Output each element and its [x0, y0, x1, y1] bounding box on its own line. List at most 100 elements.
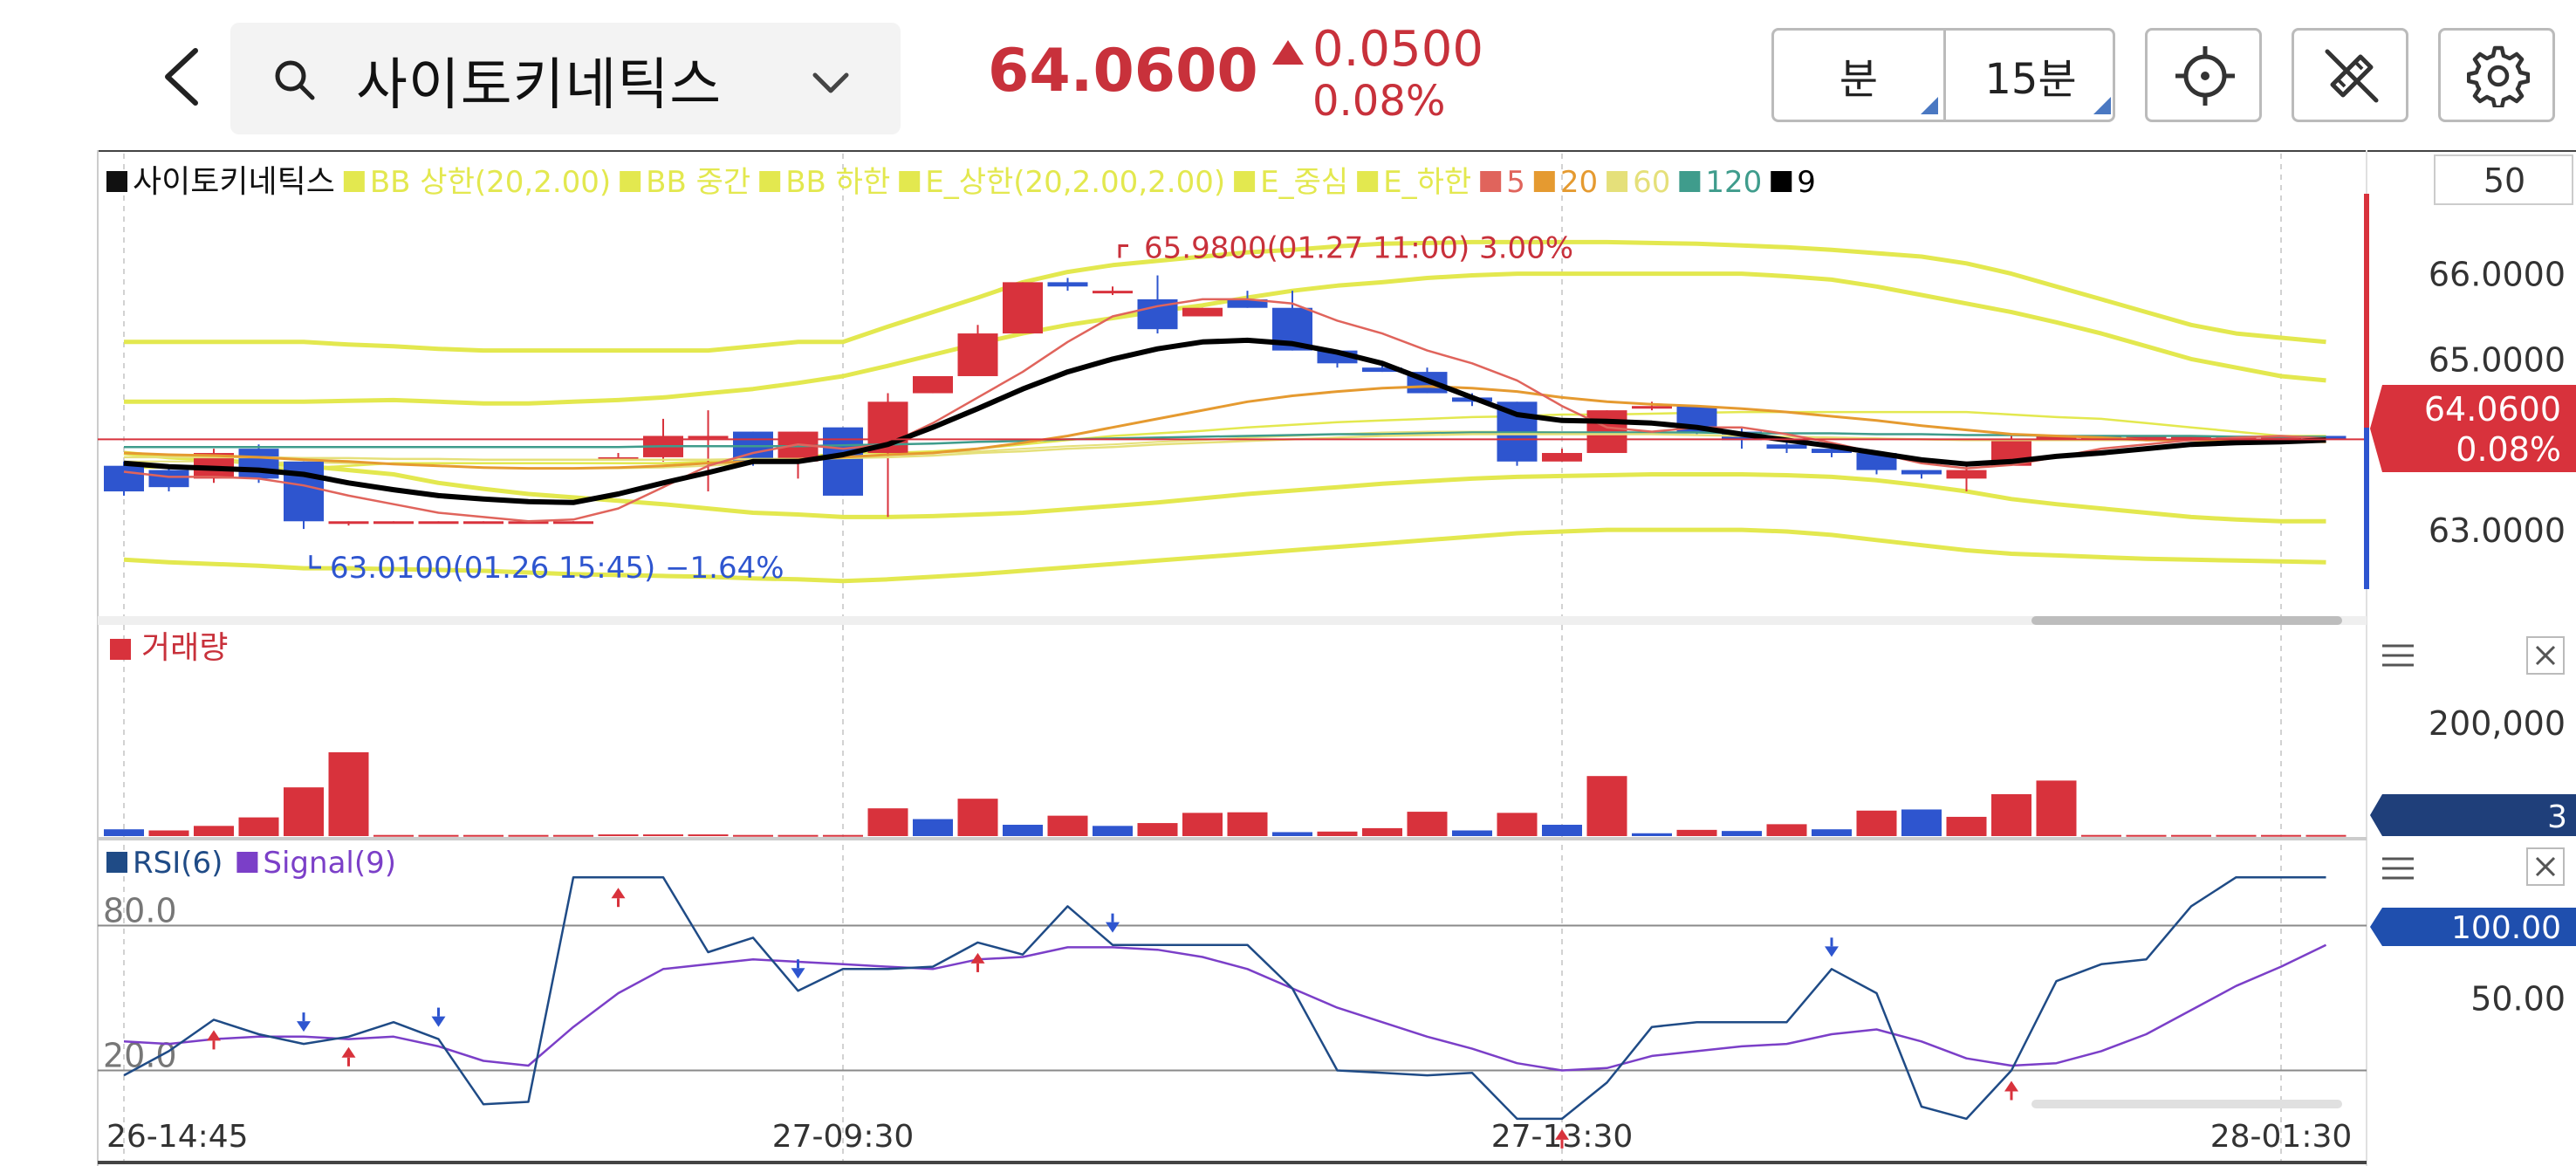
- volume-bar: [2126, 834, 2167, 837]
- legend-swatch: [1771, 171, 1792, 192]
- price-legend-items: 사이토키네틱스 BB 상한(20,2.00) BB 중간 BB 하한 E_상한(20,2…: [106, 164, 1816, 200]
- rsi-reference-label: 80.0: [103, 892, 177, 930]
- high-annotation: 65.9800(01.27 11:00) 3.00%: [1144, 231, 1573, 266]
- signal-line: [123, 943, 2327, 1072]
- volume-bar: [284, 787, 324, 836]
- bar-count-input[interactable]: [2434, 154, 2573, 205]
- volume-bar: [2036, 780, 2077, 836]
- volume-panel-menu[interactable]: [2382, 644, 2414, 667]
- candle-body: [1856, 453, 1897, 470]
- candle-body: [2126, 436, 2167, 439]
- candle-body: [328, 521, 369, 525]
- bar-count-value: 50: [2484, 161, 2525, 200]
- volume-bar: [1407, 812, 1448, 836]
- volume-panel-close[interactable]: [2526, 636, 2565, 675]
- volume-bar: [2261, 834, 2301, 837]
- candle-body: [148, 470, 189, 488]
- interval-unit-button[interactable]: 분: [1839, 55, 1879, 104]
- volume-bar: [418, 834, 459, 837]
- rsi-legend-swatch: [106, 852, 127, 873]
- rsi-line: [123, 875, 2326, 1121]
- volume-y-ticks: 200,000: [2429, 704, 2566, 743]
- rsi-signal-arrows: [207, 888, 2018, 1149]
- legend-swatch: [620, 171, 641, 192]
- volume-bar: [1497, 813, 1538, 836]
- legend-label: E_중심: [1260, 165, 1348, 200]
- volume-bar: [1182, 813, 1223, 836]
- buy-arrow-icon: [970, 952, 985, 964]
- high-marker-icon: [1118, 244, 1128, 258]
- x-axis-tick: 27-13:30: [1491, 1119, 1634, 1155]
- ma5-line: [123, 298, 2326, 523]
- stock-name: 사이토키네틱스: [356, 53, 723, 118]
- back-button[interactable]: [157, 45, 209, 108]
- volume-bar: [598, 834, 639, 837]
- candle-body: [823, 427, 863, 496]
- candle-body: [238, 449, 279, 479]
- interval-button[interactable]: 15분: [1984, 55, 2077, 104]
- rsi-panel-menu[interactable]: [2382, 857, 2414, 880]
- volume-bar: [2305, 834, 2346, 837]
- panel-divider[interactable]: [98, 616, 2367, 625]
- candle-body: [1542, 453, 1582, 462]
- candle-body: [1003, 282, 1043, 334]
- low-annotation: 63.0100(01.26 15:45) −1.64%: [330, 551, 784, 586]
- volume-bar: [688, 834, 729, 837]
- high-low-annotations: 65.9800(01.27 11:00) 3.00% 63.0100(01.26 …: [309, 231, 1573, 586]
- volume-bar: [1093, 826, 1133, 836]
- volume-bar: [1227, 812, 1268, 836]
- volume-bar: [1856, 810, 1897, 836]
- legend-label: E_상한(20,2.00,2.00): [925, 165, 1225, 200]
- volume-bar: [913, 819, 953, 836]
- rsi-lines: [123, 875, 2327, 1121]
- settings-button[interactable]: [2438, 28, 2555, 122]
- legend-label: 5: [1506, 165, 1525, 200]
- legend-label: BB 하한: [785, 165, 890, 200]
- rsi-y-tick: 50.00: [2470, 980, 2566, 1019]
- legend-label: 사이토키네틱스: [133, 164, 335, 200]
- candle-body: [1047, 282, 1088, 287]
- dropdown-corner-icon: [1921, 97, 1938, 114]
- volume-bar: [2171, 834, 2211, 837]
- legend-label: 60: [1633, 165, 1670, 200]
- close-icon: [2535, 856, 2556, 877]
- volume-bar: [1946, 816, 1987, 836]
- crosshair-button[interactable]: [2145, 28, 2262, 122]
- rsi-panel-close[interactable]: [2526, 847, 2565, 886]
- price-scrollbar-thumb[interactable]: [2031, 616, 2342, 625]
- volume-bar: [643, 834, 683, 837]
- candle-body: [1901, 470, 1942, 475]
- up-triangle-icon: [1272, 40, 1304, 65]
- buy-arrow-icon: [611, 888, 626, 899]
- rsi-scrollbar-thumb[interactable]: [2031, 1100, 2342, 1108]
- sell-arrow-icon: [1825, 946, 1839, 957]
- volume-bar: [1003, 825, 1043, 836]
- rsi-legend-swatch: [236, 852, 258, 873]
- volume-bar: [238, 817, 279, 836]
- volume-bar: [1047, 815, 1088, 836]
- volume-bar: [1901, 809, 1942, 836]
- candle-body: [1093, 291, 1133, 294]
- legend-label: 120: [1705, 165, 1762, 200]
- crosshair-icon: [2175, 46, 2235, 106]
- candle-body: [598, 456, 639, 460]
- price-y-ticks: 66.0000 65.0000 63.0000: [2429, 256, 2566, 550]
- chevron-down-icon[interactable]: [810, 65, 852, 99]
- volume-bar: [1586, 776, 1627, 836]
- chart-canvas[interactable]: 사이토키네틱스 BB 상한(20,2.00) BB 중간 BB 하한 E_상한(20,2…: [0, 150, 2576, 1166]
- legend-swatch: [1533, 171, 1555, 192]
- drawing-tools-button[interactable]: [2292, 28, 2408, 122]
- price-badge-value: 64.0600: [2424, 390, 2561, 429]
- volume-badge-value: 3: [2547, 799, 2567, 835]
- ma20-line: [123, 385, 2326, 470]
- vertical-gridlines: [123, 154, 2282, 1161]
- buy-arrow-icon: [2004, 1080, 2018, 1092]
- candle-body: [1182, 307, 1223, 317]
- volume-legend-label: 거래량: [141, 630, 228, 666]
- volume-bar: [104, 829, 144, 836]
- stock-search-box[interactable]: 사이토키네틱스: [230, 23, 901, 134]
- legend-label: 20: [1560, 165, 1598, 200]
- volume-bar: [1542, 825, 1582, 836]
- legend-swatch: [759, 171, 781, 192]
- volume-bar: [1452, 830, 1492, 836]
